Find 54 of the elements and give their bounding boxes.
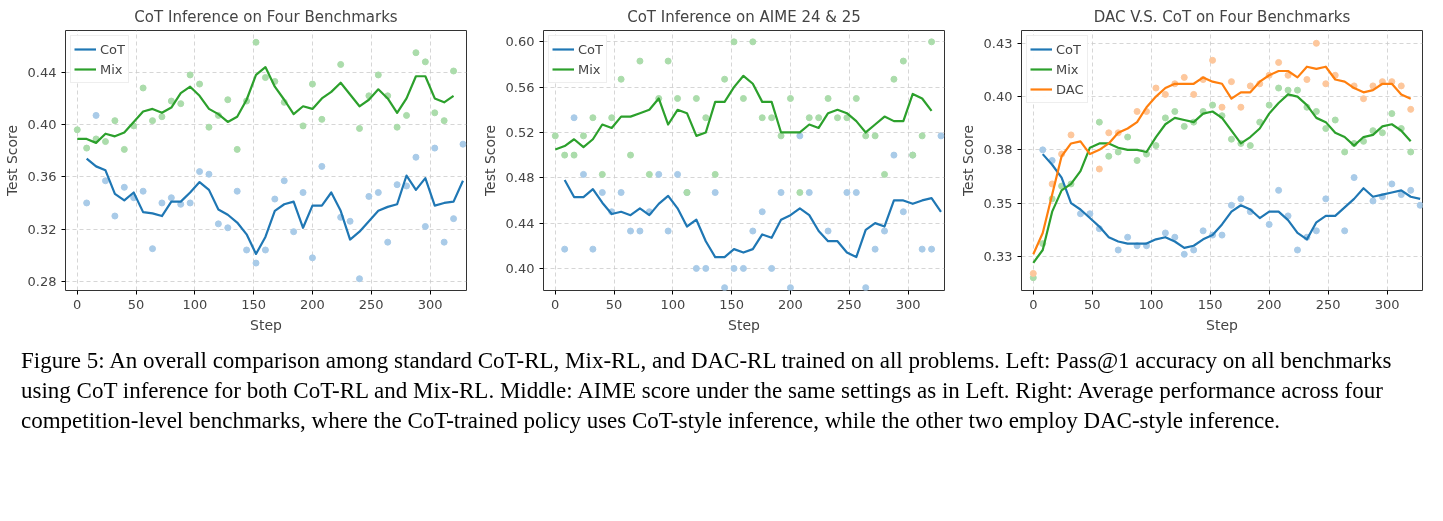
x-tick-label: 250 <box>836 296 862 312</box>
x-tick-label: 100 <box>660 296 686 312</box>
chart-title: CoT Inference on Four Benchmarks <box>134 7 398 26</box>
y-axis-title: Test Score <box>3 124 20 198</box>
legend-label: CoT <box>1056 41 1081 57</box>
y-tick-label: 0.32 <box>27 221 57 237</box>
x-tick-label: 200 <box>1256 296 1282 312</box>
x-tick-label: 100 <box>1138 296 1164 312</box>
x-tick-label: 250 <box>358 296 384 312</box>
y-tick-label: 0.28 <box>27 273 57 289</box>
x-axis-title: Step <box>250 316 283 333</box>
y-tick-label: 0.52 <box>505 124 535 140</box>
legend-label: Mix <box>578 61 601 77</box>
x-tick-label: 0 <box>73 296 82 312</box>
x-tick-label: 200 <box>300 296 325 312</box>
x-axis-title: Step <box>1206 316 1239 333</box>
x-tick-label: 250 <box>1315 296 1341 312</box>
x-tick-label: 300 <box>417 296 443 312</box>
x-tick-label: 50 <box>127 296 145 312</box>
chart-title: CoT Inference on AIME 24 & 25 <box>627 7 861 26</box>
y-tick-label: 0.43 <box>983 35 1013 51</box>
y-tick-label: 0.35 <box>983 195 1013 211</box>
y-tick-label: 0.48 <box>505 170 535 186</box>
x-tick-label: 300 <box>895 296 921 312</box>
legend-label: CoT <box>100 41 125 57</box>
y-tick-label: 0.33 <box>983 248 1013 264</box>
x-tick-label: 0 <box>1029 296 1038 312</box>
y-tick-label: 0.56 <box>505 79 535 95</box>
x-tick-label: 300 <box>1374 296 1400 312</box>
x-tick-label: 100 <box>182 296 208 312</box>
y-tick-label: 0.40 <box>27 117 57 133</box>
x-tick-label: 150 <box>241 296 267 312</box>
y-tick-label: 0.36 <box>27 169 57 185</box>
x-tick-label: 0 <box>551 296 560 312</box>
x-tick-label: 50 <box>1083 296 1101 312</box>
legend-label: Mix <box>100 61 123 77</box>
x-axis-title: Step <box>728 316 761 333</box>
x-tick-label: 50 <box>605 296 623 312</box>
x-tick-label: 150 <box>1197 296 1223 312</box>
y-tick-label: 0.40 <box>983 89 1013 105</box>
y-tick-label: 0.40 <box>505 260 535 276</box>
y-tick-label: 0.44 <box>27 64 57 80</box>
y-tick-label: 0.44 <box>505 215 535 231</box>
y-axis-title: Test Score <box>481 124 498 198</box>
chart-title: DAC V.S. CoT on Four Benchmarks <box>1093 7 1351 26</box>
legend-label: CoT <box>578 41 603 57</box>
y-axis-title: Test Score <box>959 124 976 198</box>
caption: Figure 5: An overall comparison among standard CoT-RL, Mix-RL, and DAC-RL trained on all problems. Left: Pass@1 accuracy on all benchmarks using CoT inference for both CoT-RL and Mix-RL. Middle: AIME score under the same settings as in Left. Right: Average performance across four competition-level benchmarks, where the CoT-trained policy uses CoT-style inference, while the other two employ DAC-style inference. <box>21 347 1393 435</box>
y-tick-label: 0.60 <box>505 34 535 50</box>
x-tick-label: 150 <box>719 296 745 312</box>
legend-label: Mix <box>1056 61 1079 77</box>
legend-label: DAC <box>1056 81 1084 97</box>
x-tick-label: 200 <box>778 296 803 312</box>
y-tick-label: 0.38 <box>983 142 1013 158</box>
